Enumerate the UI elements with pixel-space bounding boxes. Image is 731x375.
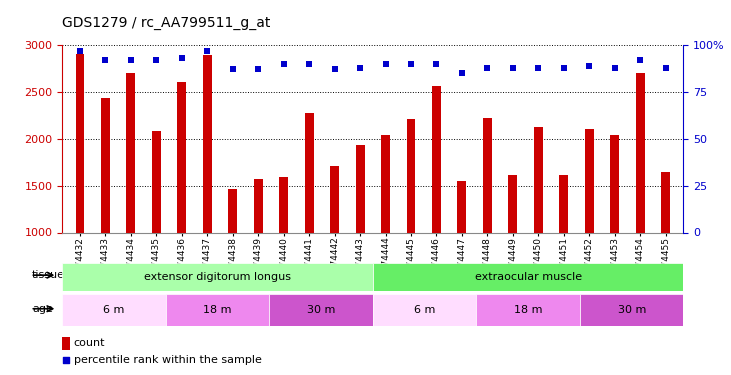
- Point: [532, 64, 544, 70]
- Point: [507, 64, 519, 70]
- Point: [278, 61, 289, 67]
- Bar: [458, 181, 466, 232]
- Point: [355, 64, 366, 70]
- Point: [303, 61, 315, 67]
- Point: [431, 61, 442, 67]
- Bar: [178, 82, 186, 232]
- Point: [482, 64, 493, 70]
- Point: [558, 64, 569, 70]
- Bar: [636, 73, 645, 232]
- Bar: [254, 179, 262, 232]
- Point: [456, 70, 468, 76]
- Bar: [228, 189, 237, 232]
- Bar: [62, 337, 70, 350]
- Bar: [101, 99, 110, 232]
- Bar: [373, 262, 683, 291]
- Point: [60, 357, 72, 363]
- Bar: [381, 135, 390, 232]
- Bar: [483, 118, 492, 232]
- Bar: [269, 294, 373, 326]
- Point: [329, 66, 341, 72]
- Bar: [279, 177, 288, 232]
- Text: percentile rank within the sample: percentile rank within the sample: [74, 355, 262, 365]
- Bar: [305, 113, 314, 232]
- Bar: [406, 119, 415, 232]
- Text: 6 m: 6 m: [414, 305, 435, 315]
- Point: [176, 55, 188, 61]
- Bar: [662, 172, 670, 232]
- Point: [252, 66, 264, 72]
- Point: [379, 61, 391, 67]
- Bar: [432, 86, 441, 232]
- Point: [99, 57, 111, 63]
- Bar: [166, 294, 269, 326]
- Point: [405, 61, 417, 67]
- Point: [125, 57, 137, 63]
- Bar: [610, 135, 619, 232]
- Bar: [62, 294, 166, 326]
- Bar: [373, 294, 477, 326]
- Text: 30 m: 30 m: [618, 305, 646, 315]
- Text: 18 m: 18 m: [203, 305, 232, 315]
- Bar: [330, 166, 339, 232]
- Bar: [202, 56, 212, 232]
- Text: tissue: tissue: [32, 270, 65, 280]
- Bar: [585, 129, 594, 232]
- Text: 6 m: 6 m: [103, 305, 124, 315]
- Text: GDS1279 / rc_AA799511_g_at: GDS1279 / rc_AA799511_g_at: [62, 16, 270, 30]
- Point: [583, 63, 595, 69]
- Text: 18 m: 18 m: [514, 305, 542, 315]
- Point: [202, 48, 213, 54]
- Point: [74, 48, 86, 54]
- Point: [227, 66, 238, 72]
- Bar: [75, 54, 84, 232]
- Text: age: age: [32, 304, 53, 314]
- Bar: [152, 131, 161, 232]
- Point: [660, 64, 672, 70]
- Bar: [126, 73, 135, 232]
- Bar: [509, 176, 518, 232]
- Bar: [62, 262, 373, 291]
- Text: 30 m: 30 m: [307, 305, 336, 315]
- Text: extraocular muscle: extraocular muscle: [474, 272, 582, 282]
- Text: extensor digitorum longus: extensor digitorum longus: [144, 272, 291, 282]
- Bar: [534, 127, 543, 232]
- Text: count: count: [74, 338, 105, 348]
- Bar: [559, 176, 568, 232]
- Point: [635, 57, 646, 63]
- Bar: [580, 294, 683, 326]
- Point: [151, 57, 162, 63]
- Point: [609, 64, 621, 70]
- Bar: [355, 146, 365, 232]
- Bar: [477, 294, 580, 326]
